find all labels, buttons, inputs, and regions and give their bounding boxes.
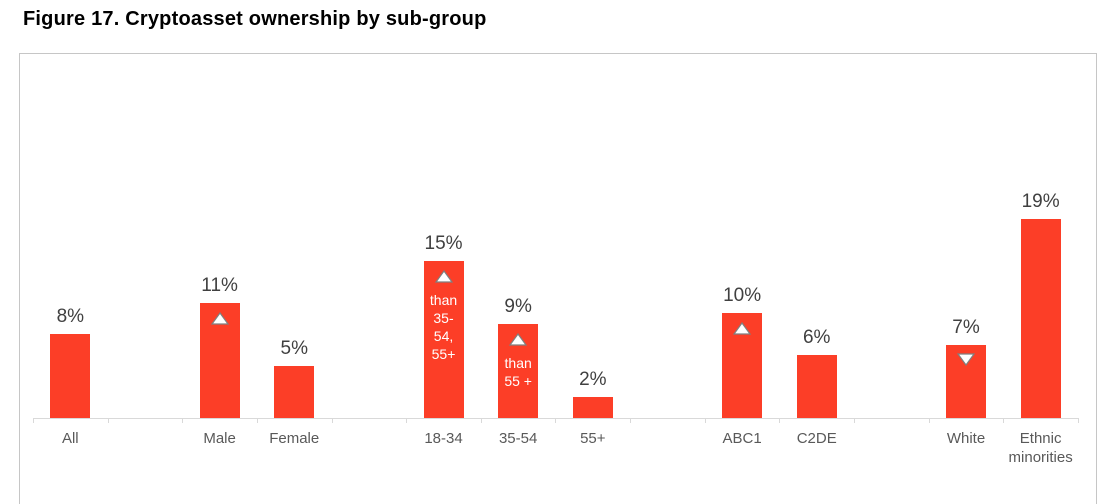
x-axis-category-label: Ethnic minorities [1008, 430, 1073, 466]
x-axis-category-label: C2DE [796, 430, 837, 447]
bar-value-label: 7% [952, 316, 980, 338]
x-axis-tick [107, 418, 109, 423]
x-axis-tick [406, 418, 408, 423]
x-axis-category-label: 18-34 [424, 430, 463, 447]
significance-up-triangle-icon [210, 311, 229, 325]
chart-panel: 8% All 11% Male 5% Female 15% than 35- 54, 55+ 1… [19, 53, 1097, 504]
significance-up-triangle-icon [509, 332, 528, 346]
bar [572, 397, 613, 418]
x-axis-tick [928, 418, 930, 423]
bar-annotation: than 35- 54, 55+ [429, 291, 458, 362]
x-axis-category-label: All [61, 430, 79, 447]
x-axis-tick [33, 418, 34, 423]
figure-title: Figure 17. Cryptoasset ownership by sub-… [23, 8, 487, 30]
x-axis-tick [1003, 418, 1005, 423]
bar [423, 260, 464, 418]
x-axis-tick [854, 418, 856, 423]
x-axis-tick [555, 418, 557, 423]
bar-value-label: 2% [579, 369, 607, 390]
significance-up-triangle-icon [434, 269, 453, 283]
bar [796, 355, 837, 418]
bar-value-label: 5% [280, 337, 308, 359]
x-axis-tick [480, 418, 482, 423]
x-axis-tick [779, 418, 781, 423]
bar-value-label: 19% [1021, 190, 1060, 212]
x-axis-tick [1077, 418, 1079, 423]
significance-up-triangle-icon [733, 322, 752, 335]
x-axis-tick [256, 418, 258, 423]
bar-value-label: 9% [504, 295, 532, 317]
x-axis-category-label: 35-54 [498, 430, 538, 447]
bar-value-label: 8% [56, 306, 85, 327]
x-axis-tick [331, 418, 333, 423]
x-axis-tick [704, 418, 706, 423]
x-axis-category-label: 55+ [580, 430, 606, 447]
bar-value-label: 10% [723, 285, 762, 306]
x-axis-category-label: White [946, 430, 986, 447]
bar [50, 334, 91, 418]
x-axis-tick [630, 418, 632, 423]
bar-chart-plot-area: 8% All 11% Male 5% Female 15% than 35- 54, 55+ 1… [20, 54, 1096, 504]
bar [1020, 218, 1061, 418]
bar-value-label: 15% [424, 232, 463, 254]
bar-annotation: than 55 + [504, 354, 532, 389]
x-axis-category-label: Male [203, 430, 236, 447]
x-axis-tick [182, 418, 184, 423]
x-axis-category-label: Female [269, 430, 320, 447]
x-axis-category-label: ABC1 [722, 430, 762, 447]
bar [274, 365, 315, 418]
significance-down-triangle-icon [957, 352, 975, 366]
bar-value-label: 6% [802, 327, 831, 348]
bar-value-label: 11% [201, 274, 238, 296]
